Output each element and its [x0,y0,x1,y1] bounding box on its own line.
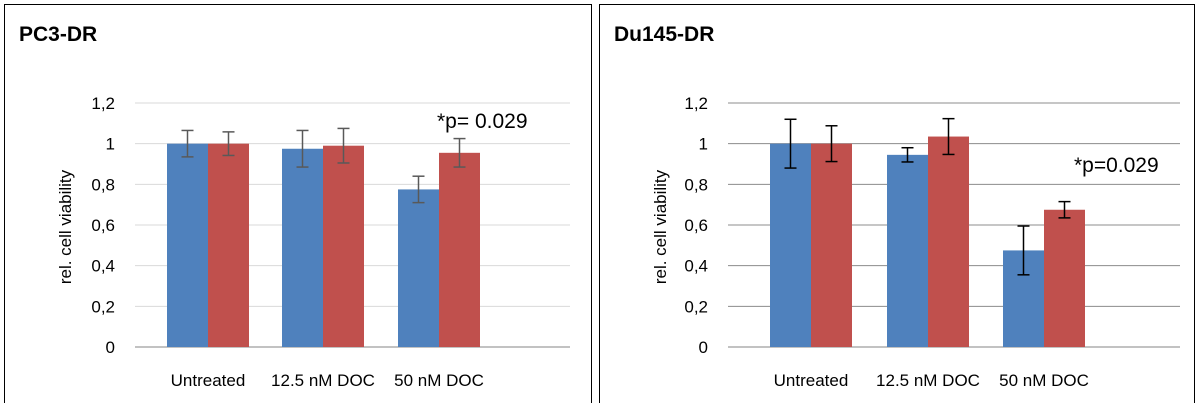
bar [282,148,323,347]
x-tick-label: 12.5 nM DOC [876,371,980,390]
significance-annotation: *p= 0.029 [437,110,528,133]
y-tick-label: 0,8 [684,175,708,194]
y-axis-label: rel. cell viability [56,169,75,284]
y-tick-label: 0,4 [684,257,708,276]
bar [887,154,928,347]
bar [770,143,811,347]
x-tick-label: Untreated [774,371,849,390]
significance-annotation: *p=0.029 [1074,154,1159,177]
bar-chart-pc3-dr: 0 0,2 0,4 0,6 0,8 1 1,2 Untreated 12.5 nM DOC 50 … [56,94,570,390]
y-tick-label: 1 [699,135,708,154]
bar [1044,209,1085,347]
bar [928,136,969,347]
chart-title: PC3-DR [19,23,98,46]
y-tick-label: 0,2 [91,297,115,316]
y-tick-label: 0,2 [684,297,708,316]
y-tick-label: 0,4 [91,257,115,276]
bar [323,145,364,347]
y-tick-label: 1,2 [91,94,115,113]
y-tick-label: 0 [106,338,115,357]
y-tick-label: 0,6 [91,216,115,235]
y-tick-label: 0,8 [91,175,115,194]
y-tick-label: 1,2 [684,94,708,113]
chart-panel-du145-dr: Du145-DR 0 0,2 0,4 0,6 0,8 1 1,2 Untreated 12.5 … [599,4,1195,403]
y-tick-label: 1 [106,135,115,154]
y-axis-label: rel. cell viability [651,169,670,284]
x-tick-label: 50 nM DOC [999,371,1089,390]
bar [167,143,208,347]
chart-panel-pc3-dr: PC3-DR 0 0,2 0,4 0,6 0,8 1 1,2 Untreated 12.5 nM… [4,4,592,403]
y-tick-label: 0,6 [684,216,708,235]
x-tick-label: 12.5 nM DOC [271,371,375,390]
bar [398,189,439,347]
bar-chart-du145-dr: 0 0,2 0,4 0,6 0,8 1 1,2 Untreated 12.5 nM DOC 50 … [651,94,1180,390]
bar [811,143,852,347]
y-tick-label: 0 [699,338,708,357]
bar [439,152,480,347]
x-tick-label: 50 nM DOC [394,371,484,390]
bar [208,143,249,347]
chart-title: Du145-DR [614,23,715,46]
x-tick-label: Untreated [171,371,246,390]
